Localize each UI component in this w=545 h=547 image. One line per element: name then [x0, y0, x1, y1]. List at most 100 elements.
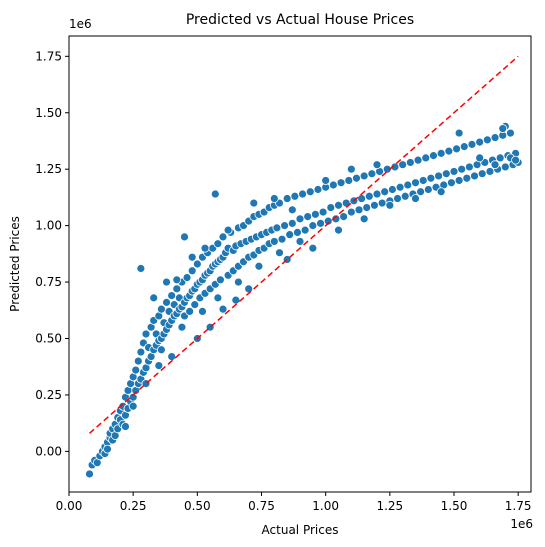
data-point [218, 304, 228, 314]
data-point [198, 307, 207, 316]
data-point [359, 214, 369, 224]
data-point [162, 297, 171, 307]
data-point [413, 155, 423, 165]
y-tick-label: 0.00 [35, 444, 62, 458]
data-point [359, 171, 369, 181]
y-axis-ticks: 0.00 0.25 0.50 0.75 1.00 1.25 1.50 1.75 [35, 49, 69, 458]
data-point [411, 178, 420, 188]
data-point [336, 178, 346, 188]
data-point [464, 162, 474, 172]
data-point [328, 180, 338, 190]
data-point [346, 164, 356, 174]
data-point [190, 300, 200, 310]
data-point [444, 146, 454, 156]
data-point [403, 180, 413, 190]
data-point [187, 252, 197, 262]
data-point [218, 232, 228, 242]
data-point [485, 167, 495, 176]
data-point [141, 329, 151, 339]
y-tick-label: 1.75 [35, 49, 62, 63]
chart-title: Predicted vs Actual House Prices [186, 12, 414, 28]
y-tick-label: 1.00 [35, 219, 62, 233]
data-point [475, 153, 485, 163]
data-point [167, 291, 177, 301]
data-point [136, 264, 146, 273]
data-point [180, 232, 189, 242]
data-point [421, 153, 431, 163]
data-point [385, 200, 395, 210]
data-point [436, 187, 446, 197]
data-point [339, 212, 349, 221]
data-point [295, 237, 305, 246]
data-point [318, 207, 328, 217]
data-point [231, 295, 241, 305]
data-point [162, 277, 171, 287]
x-tick-label: 0.25 [120, 499, 147, 513]
x-tick-label: 1.00 [312, 499, 339, 513]
data-point [490, 160, 500, 170]
data-point [352, 173, 361, 183]
data-point [213, 293, 223, 303]
y-tick-label: 0.50 [35, 331, 62, 345]
data-point [344, 176, 354, 185]
data-point [167, 352, 177, 361]
data-point [136, 347, 146, 357]
x-tick-label: 1.25 [376, 499, 403, 513]
data-point [475, 137, 485, 147]
data-point [426, 173, 436, 183]
data-point [300, 225, 310, 235]
data-point [362, 203, 372, 212]
y-axis-offset-label: 1e6 [69, 17, 92, 31]
data-point [447, 178, 456, 188]
reference-line [89, 55, 519, 434]
data-point [441, 169, 451, 179]
plot-frame [68, 35, 532, 493]
data-point [277, 234, 287, 244]
data-point [275, 248, 284, 258]
data-point [131, 365, 141, 375]
data-point [172, 275, 182, 285]
data-point [321, 176, 331, 185]
data-point [452, 144, 461, 154]
data-point [128, 401, 138, 411]
data-point [490, 133, 500, 142]
data-point [370, 200, 379, 210]
data-point [310, 209, 320, 219]
data-point [457, 164, 467, 174]
data-point [293, 227, 302, 237]
data-point [405, 158, 415, 167]
data-point [395, 182, 405, 192]
x-axis-label: Actual Prices [262, 523, 339, 537]
data-point [334, 225, 343, 235]
data-point [269, 194, 279, 203]
data-point [354, 205, 364, 215]
data-point [216, 275, 225, 285]
data-point [290, 191, 300, 201]
data-point [154, 361, 164, 370]
data-point [372, 160, 382, 170]
data-point [459, 142, 469, 152]
data-point [506, 128, 515, 138]
data-point [177, 322, 187, 332]
data-point [223, 225, 233, 235]
data-point [367, 169, 377, 179]
data-point [249, 198, 259, 208]
data-point [103, 444, 112, 454]
data-point [423, 185, 433, 194]
data-point [244, 284, 254, 294]
data-point [285, 230, 295, 240]
data-point [287, 218, 297, 228]
data-point [411, 194, 420, 203]
x-tick-label: 1.50 [441, 499, 468, 513]
x-axis-ticks: 0.00 0.25 0.50 0.75 1.00 1.25 1.50 1.75 [56, 492, 532, 513]
y-tick-label: 1.25 [35, 162, 62, 176]
data-point [387, 185, 397, 194]
x-tick-label: 1.75 [505, 499, 532, 513]
data-point [416, 187, 426, 197]
data-point [357, 194, 367, 203]
data-point [393, 194, 402, 203]
data-point [500, 162, 510, 172]
data-point [308, 221, 318, 231]
data-point [233, 277, 243, 287]
